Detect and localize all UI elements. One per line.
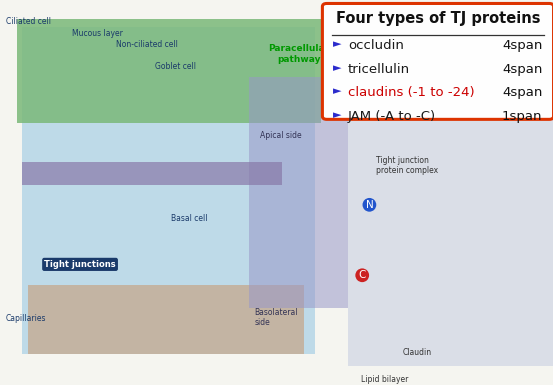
FancyBboxPatch shape — [322, 3, 553, 119]
Text: Ciliated cell: Ciliated cell — [6, 17, 50, 26]
Text: claudins (-1 to -24): claudins (-1 to -24) — [348, 87, 474, 99]
Text: JAM (-A to -C): JAM (-A to -C) — [348, 110, 436, 123]
Text: C: C — [358, 270, 366, 280]
Text: Claudin: Claudin — [403, 348, 432, 357]
Text: ►: ► — [333, 87, 342, 97]
Bar — [249, 77, 348, 308]
Text: occludin: occludin — [348, 39, 404, 52]
Text: Goblet cell: Goblet cell — [155, 62, 196, 70]
Bar — [17, 19, 321, 123]
Text: tricellulin: tricellulin — [348, 63, 410, 76]
Text: N: N — [366, 200, 373, 210]
Text: Tight junctions: Tight junctions — [44, 260, 116, 269]
Text: 4span: 4span — [502, 39, 542, 52]
Text: 1span: 1span — [502, 110, 542, 123]
Text: ►: ► — [333, 110, 342, 120]
Text: Non-ciliated cell: Non-ciliated cell — [116, 40, 178, 49]
Text: Apical side: Apical side — [260, 131, 301, 140]
Text: Four types of TJ proteins: Four types of TJ proteins — [336, 11, 540, 26]
Bar — [22, 162, 282, 185]
Text: Paracellular
pathway: Paracellular pathway — [268, 44, 329, 64]
Text: 4span: 4span — [502, 87, 542, 99]
Text: Basal cell: Basal cell — [171, 214, 208, 223]
Bar — [22, 27, 315, 354]
Bar — [28, 285, 304, 354]
Text: Lipid bilayer: Lipid bilayer — [361, 375, 408, 384]
Text: ►: ► — [333, 39, 342, 49]
Text: Capillaries: Capillaries — [6, 314, 46, 323]
Text: Basolateral
side: Basolateral side — [254, 308, 298, 327]
Text: ►: ► — [333, 63, 342, 73]
Text: Tight junction
protein complex: Tight junction protein complex — [376, 156, 438, 175]
Text: Mucous layer: Mucous layer — [72, 29, 123, 38]
Text: 4span: 4span — [502, 63, 542, 76]
Bar — [348, 77, 553, 366]
